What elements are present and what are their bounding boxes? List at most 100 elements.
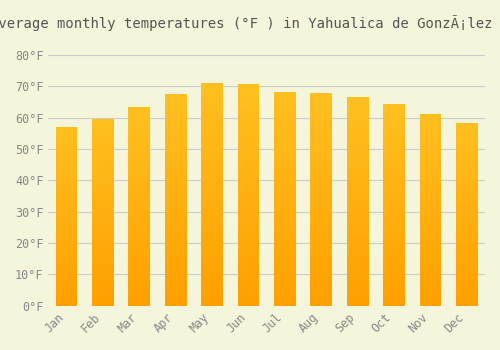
Bar	[420, 285, 442, 287]
Bar	[165, 194, 186, 196]
Bar	[92, 300, 114, 302]
Bar	[456, 194, 477, 196]
Bar	[456, 266, 477, 267]
Bar	[274, 169, 296, 172]
Bar	[274, 250, 296, 252]
Bar	[128, 206, 150, 209]
Bar	[310, 300, 332, 302]
Bar	[238, 215, 260, 217]
Bar	[92, 285, 114, 287]
Bar	[310, 176, 332, 178]
Bar	[456, 299, 477, 300]
Bar	[128, 250, 150, 252]
Bar	[456, 242, 477, 244]
Bar	[56, 191, 78, 193]
Bar	[310, 153, 332, 155]
Bar	[420, 233, 442, 235]
Bar	[238, 137, 260, 139]
Bar	[456, 225, 477, 227]
Bar	[420, 220, 442, 222]
Bar	[92, 265, 114, 267]
Bar	[165, 172, 186, 175]
Bar	[201, 85, 223, 88]
Bar	[201, 250, 223, 252]
Bar	[165, 257, 186, 259]
Bar	[310, 274, 332, 276]
Bar	[92, 257, 114, 259]
Bar	[165, 141, 186, 143]
Bar	[92, 220, 114, 222]
Bar	[346, 302, 368, 304]
Bar	[310, 142, 332, 144]
Bar	[274, 270, 296, 272]
Bar	[383, 159, 405, 161]
Bar	[420, 289, 442, 290]
Bar	[274, 244, 296, 246]
Bar	[128, 260, 150, 262]
Bar	[92, 212, 114, 214]
Bar	[456, 163, 477, 165]
Bar	[274, 191, 296, 193]
Bar	[238, 122, 260, 124]
Bar	[128, 125, 150, 127]
Bar	[165, 115, 186, 117]
Bar	[456, 238, 477, 240]
Bar	[128, 220, 150, 222]
Bar	[92, 144, 114, 145]
Bar	[128, 185, 150, 187]
Bar	[310, 148, 332, 150]
Bar	[165, 124, 186, 126]
Bar	[420, 198, 442, 201]
Bar	[456, 178, 477, 180]
Bar	[56, 232, 78, 234]
Bar	[56, 295, 78, 297]
Bar	[238, 297, 260, 299]
Bar	[420, 294, 442, 296]
Bar	[92, 272, 114, 274]
Bar	[56, 263, 78, 265]
Bar	[346, 110, 368, 112]
Bar	[420, 153, 442, 155]
Bar	[92, 304, 114, 306]
Bar	[274, 148, 296, 150]
Bar	[274, 252, 296, 254]
Bar	[238, 259, 260, 261]
Bar	[238, 226, 260, 228]
Bar	[56, 250, 78, 252]
Bar	[310, 265, 332, 267]
Bar	[310, 225, 332, 227]
Bar	[456, 231, 477, 233]
Bar	[346, 276, 368, 279]
Bar	[383, 256, 405, 258]
Bar	[420, 275, 442, 277]
Bar	[456, 262, 477, 264]
Bar	[165, 155, 186, 158]
Bar	[310, 293, 332, 295]
Bar	[383, 296, 405, 298]
Bar	[346, 193, 368, 195]
Bar	[92, 253, 114, 256]
Bar	[420, 139, 442, 141]
Bar	[92, 250, 114, 252]
Bar	[92, 298, 114, 300]
Bar	[274, 174, 296, 176]
Bar	[128, 145, 150, 147]
Bar	[274, 129, 296, 131]
Bar	[346, 268, 368, 270]
Bar	[346, 152, 368, 154]
Bar	[310, 267, 332, 270]
Bar	[128, 218, 150, 220]
Bar	[456, 132, 477, 134]
Bar	[56, 154, 78, 155]
Bar	[165, 151, 186, 153]
Bar	[274, 193, 296, 195]
Bar	[238, 113, 260, 115]
Bar	[201, 194, 223, 197]
Bar	[456, 147, 477, 149]
Bar	[383, 114, 405, 117]
Bar	[165, 264, 186, 266]
Bar	[92, 242, 114, 244]
Bar	[56, 288, 78, 290]
Bar	[310, 259, 332, 261]
Bar	[383, 179, 405, 181]
